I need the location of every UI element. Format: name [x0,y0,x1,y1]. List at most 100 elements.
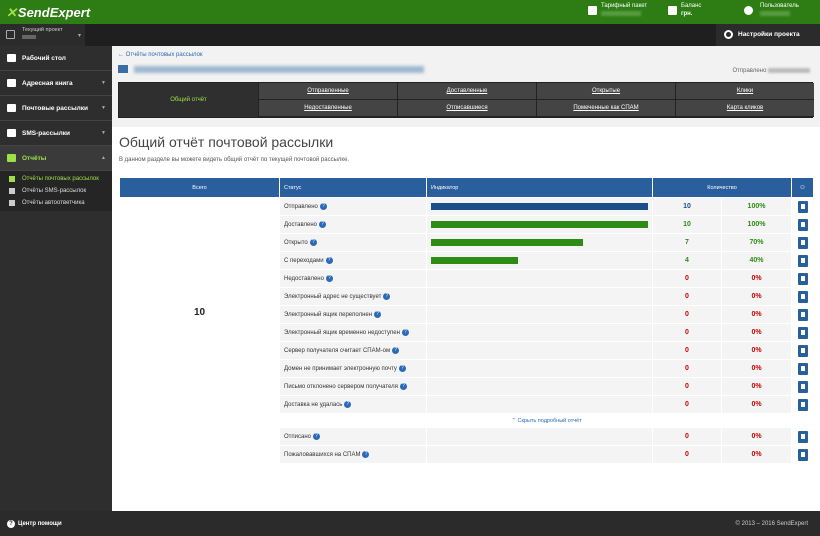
percent-value: 0% [720,269,793,288]
help-icon[interactable]: ? [325,256,333,264]
export-icon[interactable] [797,236,808,249]
header-count: Количество [651,177,793,198]
chevron-down-icon: ▼ [101,80,106,86]
percent-value: 0% [720,445,793,464]
indicator-cell [426,445,653,464]
tab-undelivered[interactable]: Недоставленные [258,100,397,117]
sidebar-item-mailings[interactable]: Почтовые рассылки ▼ [0,96,112,121]
chevron-down-icon: ▼ [101,105,106,111]
balance-menu[interactable]: Баланс грн. [681,3,702,17]
sidebar-item-dashboard[interactable]: Рабочий стол [0,46,112,71]
book-icon [7,79,16,87]
sidebar-item-reports[interactable]: Отчёты ▲ [0,146,112,171]
count-value: 0 [652,269,722,288]
help-center-link[interactable]: ? Центр помощи [7,520,62,528]
status-cell: Электронный адрес не существует? [279,287,427,306]
help-icon[interactable]: ? [313,432,321,440]
secondary-bar: Текущий проект ▾ Настройки проекта [0,24,820,46]
user-menu[interactable]: Пользователь [760,3,799,16]
tab-general-report[interactable]: Общий отчёт [119,83,258,117]
indicator-cell [426,427,653,446]
status-cell: Недоставлено? [279,269,427,288]
indicator-cell [426,251,653,270]
project-selector[interactable]: Текущий проект ▾ [0,24,85,46]
indicator-bar [431,221,648,228]
table-row: Открыто? 7 70% [120,233,815,252]
export-icon[interactable] [797,290,808,303]
export-icon[interactable] [797,218,808,231]
export-icon[interactable] [797,326,808,339]
help-icon[interactable]: ? [309,238,317,246]
logo[interactable]: ✕SendExpert [6,5,91,20]
export-icon[interactable] [797,272,808,285]
subnav-sms-reports[interactable]: Отчёты SMS-рассылок [0,185,112,197]
envelope-icon [7,104,16,112]
tab-spam[interactable]: Помеченные как СПАМ [536,100,675,117]
percent-value: 40% [720,251,793,270]
indicator-cell [426,215,653,234]
help-icon[interactable]: ? [399,382,407,390]
page-title: Общий отчёт почтовой рассылки [119,134,334,150]
help-icon[interactable]: ? [344,400,352,408]
report-table: Всего Статус Индикатор Количество ⚇ 10 От… [119,177,815,464]
percent-value: 0% [720,323,793,342]
help-icon[interactable]: ? [362,450,370,458]
sidebar-item-sms[interactable]: SMS-рассылки ▼ [0,121,112,146]
export-icon[interactable] [797,362,808,375]
help-icon[interactable]: ? [325,274,333,282]
help-icon[interactable]: ? [383,292,391,300]
help-icon[interactable]: ? [319,220,327,228]
tab-opened[interactable]: Открытые [536,83,675,100]
status-cell: Домен не принимает электронную почту? [279,359,427,378]
export-icon[interactable] [797,380,808,393]
help-icon[interactable]: ? [392,346,400,354]
detail-toggle-row: ⌃ Скрыть подробный отчёт [120,413,815,428]
help-icon[interactable]: ? [401,328,409,336]
tab-click-map[interactable]: Карта кликов [675,100,814,117]
hide-detail-link[interactable]: ⌃ Скрыть подробный отчёт [278,413,815,428]
percent-value: 70% [720,233,793,252]
gear-icon [724,30,733,39]
table-row: Электронный адрес не существует? 0 0% [120,287,815,306]
export-icon[interactable] [797,398,808,411]
export-icon[interactable] [797,200,808,213]
count-value: 0 [652,305,722,324]
breadcrumb[interactable]: ← Отчёты почтовых рассылок [118,52,203,58]
help-icon[interactable]: ? [319,202,327,210]
tariff-menu[interactable]: Тарифный пакет [601,3,647,16]
project-settings-button[interactable]: Настройки проекта [716,24,820,46]
help-icon[interactable]: ? [374,310,382,318]
tab-delivered[interactable]: Доставленные [397,83,536,100]
sent-date: Отправлено [732,68,810,74]
subnav-autoresponder-reports[interactable]: Отчёты автоответчика [0,197,112,209]
export-icon[interactable] [797,254,808,267]
sidebar-item-address-book[interactable]: Адресная книга ▼ [0,71,112,96]
layers-icon [6,30,15,39]
table-row: Доставка не удалась? 0 0% [120,395,815,414]
export-icon[interactable] [797,430,808,443]
table-row: Письмо отклонено сервером получателя? 0 0% [120,377,815,396]
count-value: 0 [652,323,722,342]
top-bar: ✕SendExpert Тарифный пакет Баланс грн. По… [0,0,820,24]
users-icon[interactable]: ⚇ [791,177,815,198]
help-icon[interactable]: ? [398,364,406,372]
tab-unsubscribed[interactable]: Отписавшиеся [397,100,536,117]
table-row: Домен не принимает электронную почту? 0 0% [120,359,815,378]
subnav-mail-reports[interactable]: Отчёты почтовых рассылок [0,173,112,185]
indicator-bar [431,257,518,264]
table-row: Сервер получателя считает СПАМ-ом? 0 0% [120,341,815,360]
table-row: Доставлено? 10 100% [120,215,815,234]
status-cell: Доставка не удалась? [279,395,427,414]
question-icon: ? [7,520,15,528]
export-icon[interactable] [797,344,808,357]
footer: ? Центр помощи © 2013 – 2016 SendExpert [0,511,820,536]
tab-sent[interactable]: Отправленные [258,83,397,100]
package-icon [588,6,597,15]
table-row: 10 Отправлено? 10 100% [119,197,815,428]
export-icon[interactable] [797,448,808,461]
wallet-icon [668,6,677,15]
total-count: 10 [119,197,280,428]
export-icon[interactable] [797,308,808,321]
tab-clicks[interactable]: Клики [675,83,814,100]
page-description: В данном разделе вы можете видеть общий … [119,157,350,163]
